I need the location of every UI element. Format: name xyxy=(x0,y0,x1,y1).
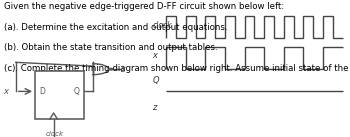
Text: (a). Determine the excitation and output equations.: (a). Determine the excitation and output… xyxy=(4,23,227,32)
Text: clock: clock xyxy=(152,21,172,30)
Text: D: D xyxy=(40,87,46,96)
Text: z: z xyxy=(152,103,157,112)
FancyBboxPatch shape xyxy=(35,71,84,119)
Text: z: z xyxy=(120,65,125,74)
Text: (c). Complete the timing diagram shown below right. Assume initial state of the : (c). Complete the timing diagram shown b… xyxy=(4,64,350,73)
Text: x: x xyxy=(4,87,8,96)
Text: Q: Q xyxy=(152,76,159,85)
Text: Q: Q xyxy=(74,87,79,96)
Text: x: x xyxy=(152,51,157,60)
Text: clock: clock xyxy=(45,131,63,137)
Text: (b). Obtain the state transition and output tables.: (b). Obtain the state transition and out… xyxy=(4,43,217,52)
Text: Given the negative edge-triggered D-FF circuit shown below left:: Given the negative edge-triggered D-FF c… xyxy=(4,2,284,11)
